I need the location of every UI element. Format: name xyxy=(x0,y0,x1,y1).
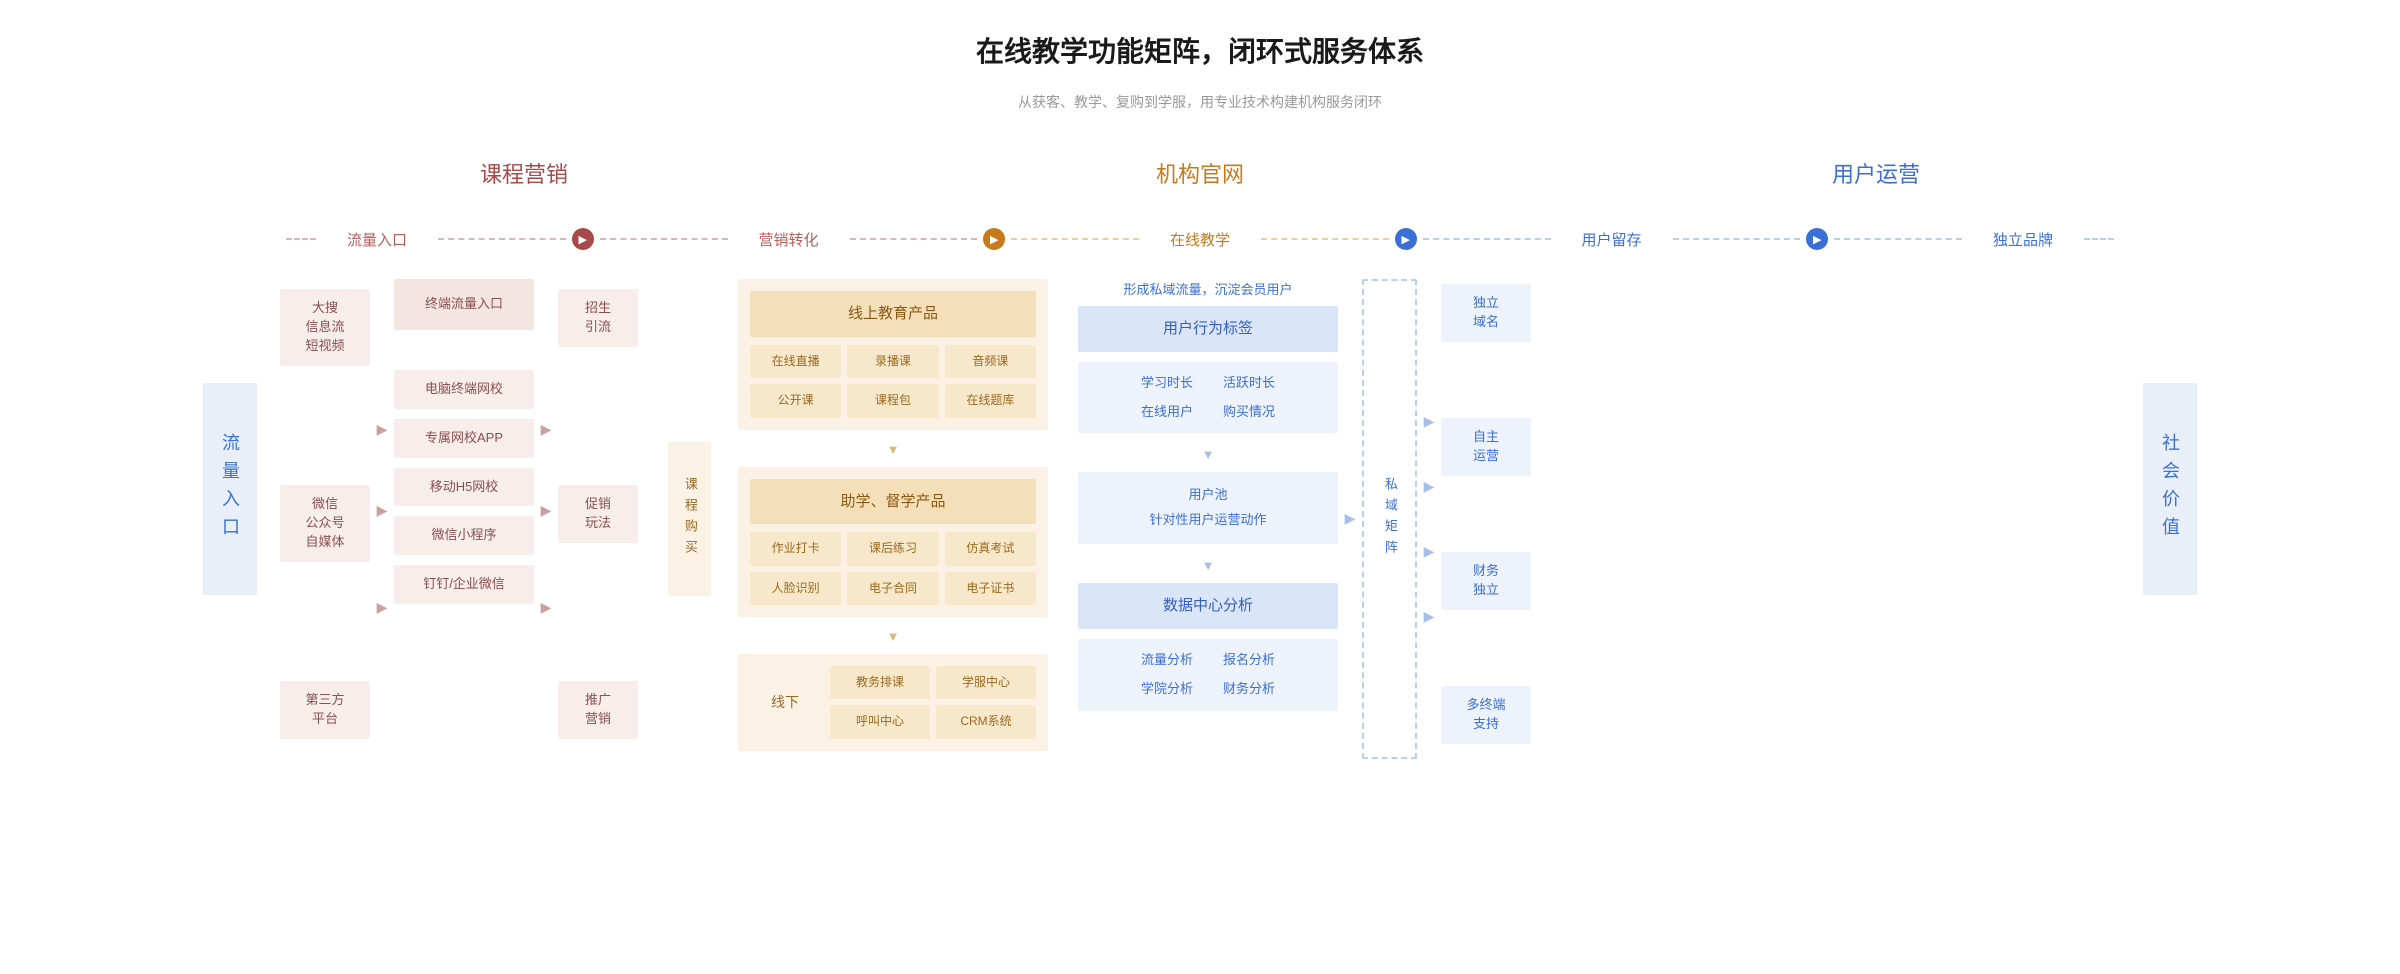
online-products-header: 线上教育产品 xyxy=(750,291,1036,337)
offline-schedule: 教务排课 xyxy=(830,666,930,699)
product-open: 公开课 xyxy=(750,384,841,417)
section-operations: 用户运营 xyxy=(1832,157,1920,189)
chevron-down-icon: ▼ xyxy=(738,629,1048,644)
stage-row: 流量入口 ▶ 营销转化 ▶ 在线教学 ▶ 用户留存 ▶ 独立品牌 xyxy=(280,219,2120,259)
chevron-right-icon: ▶▶▶ xyxy=(370,279,394,759)
source-search: 大搜 信息流 短视频 xyxy=(280,289,370,366)
brand-finance: 财务 独立 xyxy=(1441,552,1531,610)
stage-teach: 在线教学 xyxy=(1145,229,1255,250)
private-matrix: 私域矩阵 xyxy=(1362,279,1417,759)
brand-multi: 多终端 支持 xyxy=(1441,686,1531,744)
page-title: 在线教学功能矩阵，闭环式服务体系 xyxy=(200,30,2200,70)
study-practice: 课后练习 xyxy=(847,532,938,565)
chevron-right-icon: ▶▶▶ xyxy=(534,279,558,759)
study-products-panel: 助学、督学产品 作业打卡 课后练习 仿真考试 人脸识别 电子合同 电子证书 xyxy=(738,467,1048,618)
terminal-app: 专属网校APP xyxy=(394,419,534,458)
convert-ad: 推广 营销 xyxy=(558,681,638,739)
behavior-header: 用户行为标签 xyxy=(1078,306,1338,352)
product-bundle: 课程包 xyxy=(847,384,938,417)
private-traffic-tag: 形成私域流量，沉淀会员用户 xyxy=(1078,279,1338,298)
terminal-miniprogram: 微信小程序 xyxy=(394,516,534,555)
offline-panel: 线下 教务排课 学服中心 呼叫中心 CRM系统 xyxy=(738,654,1048,751)
page-subtitle: 从获客、教学、复购到学服，用专业技术构建机构服务闭环 xyxy=(200,92,2200,112)
behavior-items: 学习时长活跃时长 在线用户购买情况 xyxy=(1078,362,1338,434)
brand-selfop: 自主 运营 xyxy=(1441,418,1531,476)
offline-service: 学服中心 xyxy=(936,666,1036,699)
study-cert: 电子证书 xyxy=(945,572,1036,605)
product-record: 录播课 xyxy=(847,345,938,378)
terminal-pc: 电脑终端网校 xyxy=(394,370,534,409)
terminal-dingtalk: 钉钉/企业微信 xyxy=(394,565,534,604)
section-marketing: 课程营销 xyxy=(480,157,568,189)
terminal-entry: 终端流量入口 xyxy=(394,279,534,330)
side-social-value: 社会价值 xyxy=(2143,383,2197,595)
study-exam: 仿真考试 xyxy=(945,532,1036,565)
stage-retain: 用户留存 xyxy=(1557,229,1667,250)
user-pool: 用户池 针对性用户运营动作 xyxy=(1078,472,1338,544)
chevron-down-icon: ▼ xyxy=(1078,558,1338,573)
offline-call: 呼叫中心 xyxy=(830,705,930,738)
side-traffic-entry: 流量入口 xyxy=(203,383,257,595)
study-hw: 作业打卡 xyxy=(750,532,841,565)
section-website: 机构官网 xyxy=(1156,157,1244,189)
data-center-header: 数据中心分析 xyxy=(1078,583,1338,629)
chevron-right-icon: ▶▶▶▶ xyxy=(1417,279,1441,759)
stage-traffic: 流量入口 xyxy=(322,229,432,250)
source-wechat: 微信 公众号 自媒体 xyxy=(280,485,370,562)
offline-crm: CRM系统 xyxy=(936,705,1036,738)
product-audio: 音频课 xyxy=(945,345,1036,378)
offline-label: 线下 xyxy=(750,692,820,712)
source-3rd: 第三方 平台 xyxy=(280,681,370,739)
study-contract: 电子合同 xyxy=(847,572,938,605)
diagram-main: 流量入口 流量入口 ▶ 营销转化 ▶ 在线教学 ▶ 用户留存 ▶ 独立品牌 xyxy=(200,219,2200,759)
study-face: 人脸识别 xyxy=(750,572,841,605)
data-center-items: 流量分析报名分析 学院分析财务分析 xyxy=(1078,639,1338,711)
stage-convert: 营销转化 xyxy=(734,229,844,250)
product-live: 在线直播 xyxy=(750,345,841,378)
course-purchase: 课程购买 xyxy=(668,442,711,596)
convert-enroll: 招生 引流 xyxy=(558,289,638,347)
online-products-panel: 线上教育产品 在线直播 录播课 音频课 公开课 课程包 在线题库 xyxy=(738,279,1048,430)
product-quiz: 在线题库 xyxy=(945,384,1036,417)
arrow-icon: ▶ xyxy=(1806,228,1828,250)
chevron-right-icon: ▶ xyxy=(1338,279,1362,759)
section-headers: 课程营销 机构官网 用户运营 xyxy=(480,157,1920,189)
convert-promo: 促销 玩法 xyxy=(558,485,638,543)
arrow-icon: ▶ xyxy=(572,228,594,250)
chevron-down-icon: ▼ xyxy=(1078,447,1338,462)
arrow-icon: ▶ xyxy=(1395,228,1417,250)
chevron-down-icon: ▼ xyxy=(738,442,1048,457)
terminal-h5: 移动H5网校 xyxy=(394,468,534,507)
stage-brand: 独立品牌 xyxy=(1968,229,2078,250)
brand-domain: 独立 域名 xyxy=(1441,284,1531,342)
study-products-header: 助学、督学产品 xyxy=(750,479,1036,525)
arrow-icon: ▶ xyxy=(983,228,1005,250)
